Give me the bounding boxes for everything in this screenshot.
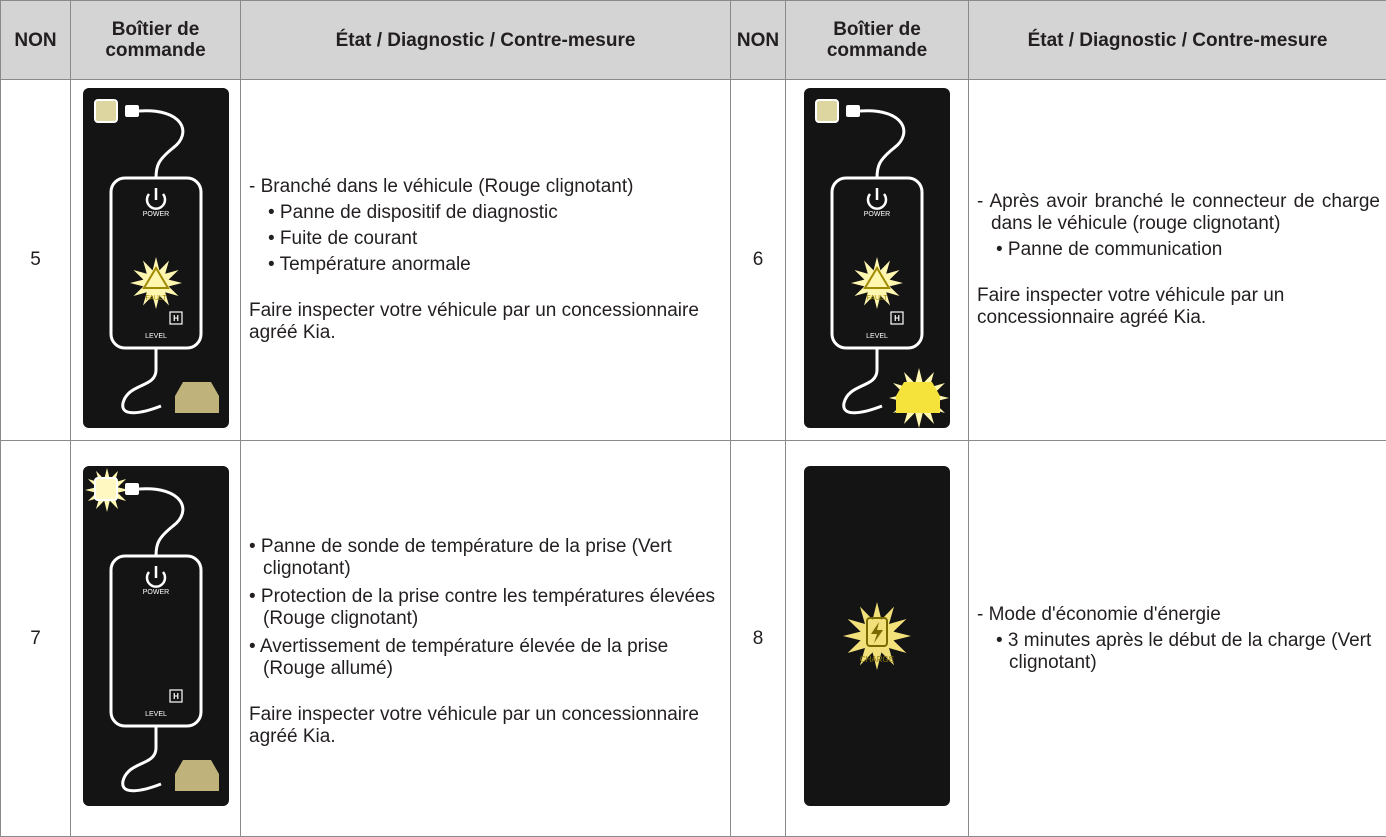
box-bg bbox=[83, 466, 229, 806]
description-cell: - Mode d'économie d'énergie • 3 minutes a… bbox=[969, 441, 1386, 837]
bullet-item: • Fuite de courant bbox=[249, 228, 724, 250]
number-cell: 5 bbox=[1, 80, 71, 441]
intro-text: - Mode d'économie d'énergie bbox=[977, 604, 1380, 626]
charge-label: CHARGE bbox=[860, 655, 894, 664]
fault-label: FAULT bbox=[145, 295, 167, 302]
socket bbox=[95, 478, 117, 500]
h-label: H bbox=[173, 314, 179, 323]
number-cell: 7 bbox=[1, 441, 71, 837]
note-text: Faire inspecter votre véhicule par un co… bbox=[249, 704, 724, 748]
car bbox=[896, 382, 940, 413]
control-box: POWER FAULT H LEVEL bbox=[83, 88, 229, 428]
panel-cell: POWER FAULT H LEVEL bbox=[786, 80, 969, 441]
description-cell: • Panne de sonde de température de la pr… bbox=[241, 441, 731, 837]
header-cell: État / Diagnostic / Contre-mesure bbox=[969, 1, 1386, 80]
power-label: POWER bbox=[142, 589, 168, 596]
description-cell: - Branché dans le véhicule (Rouge cligno… bbox=[241, 80, 731, 441]
h-label: H bbox=[894, 314, 900, 323]
bullet-item: • Panne de communication bbox=[977, 239, 1380, 261]
h-label: H bbox=[173, 692, 179, 701]
bullet-item: • Panne de dispositif de diagnostic bbox=[249, 202, 724, 224]
car bbox=[175, 760, 219, 791]
note-text: Faire inspecter votre véhicule par un co… bbox=[249, 300, 724, 344]
intro-text: - Branché dans le véhicule (Rouge cligno… bbox=[249, 176, 724, 198]
plug bbox=[125, 105, 139, 117]
bullet-item: • 3 minutes après le début de la charge … bbox=[977, 630, 1380, 674]
intro-text: - Après avoir branché le connecteur de c… bbox=[977, 191, 1380, 235]
table-body: 5 POWER FAULT H LEVEL - Branché dans le véhic… bbox=[1, 80, 1386, 837]
car bbox=[175, 382, 219, 413]
fault-label: FAULT bbox=[866, 295, 888, 302]
bullet-item: • Température anormale bbox=[249, 254, 724, 276]
table-row: 5 POWER FAULT H LEVEL - Branché dans le véhic… bbox=[1, 80, 1386, 441]
description-cell: - Après avoir branché le connecteur de c… bbox=[969, 80, 1386, 441]
bullet-item: • Avertissement de température élevée de… bbox=[249, 636, 724, 680]
control-box: CHARGE bbox=[804, 466, 950, 806]
header-cell: Boîtier de commande bbox=[786, 1, 969, 80]
control-box: POWER H LEVEL bbox=[83, 466, 229, 806]
socket bbox=[95, 100, 117, 122]
panel-cell: CHARGE bbox=[786, 441, 969, 837]
header-cell: NON bbox=[1, 1, 71, 80]
level-label: LEVEL bbox=[145, 711, 167, 718]
power-label: POWER bbox=[864, 211, 890, 218]
panel-cell: POWER H LEVEL bbox=[71, 441, 241, 837]
header-cell: État / Diagnostic / Contre-mesure bbox=[241, 1, 731, 80]
note-text: Faire inspecter votre véhicule par un co… bbox=[977, 285, 1380, 329]
bullet-item: • Panne de sonde de température de la pr… bbox=[249, 536, 724, 580]
power-label: POWER bbox=[142, 211, 168, 218]
table-row: 7 POWER H LEVEL • Panne de sonde de températ… bbox=[1, 441, 1386, 837]
plug bbox=[846, 105, 860, 117]
header-cell: Boîtier de commande bbox=[71, 1, 241, 80]
number-cell: 6 bbox=[731, 80, 786, 441]
plug bbox=[125, 483, 139, 495]
socket bbox=[816, 100, 838, 122]
panel-cell: POWER FAULT H LEVEL bbox=[71, 80, 241, 441]
bullet-item: • Protection de la prise contre les temp… bbox=[249, 586, 724, 630]
number-cell: 8 bbox=[731, 441, 786, 837]
header-cell: NON bbox=[731, 1, 786, 80]
control-box: POWER FAULT H LEVEL bbox=[804, 88, 950, 428]
level-label: LEVEL bbox=[866, 333, 888, 340]
level-label: LEVEL bbox=[145, 333, 167, 340]
